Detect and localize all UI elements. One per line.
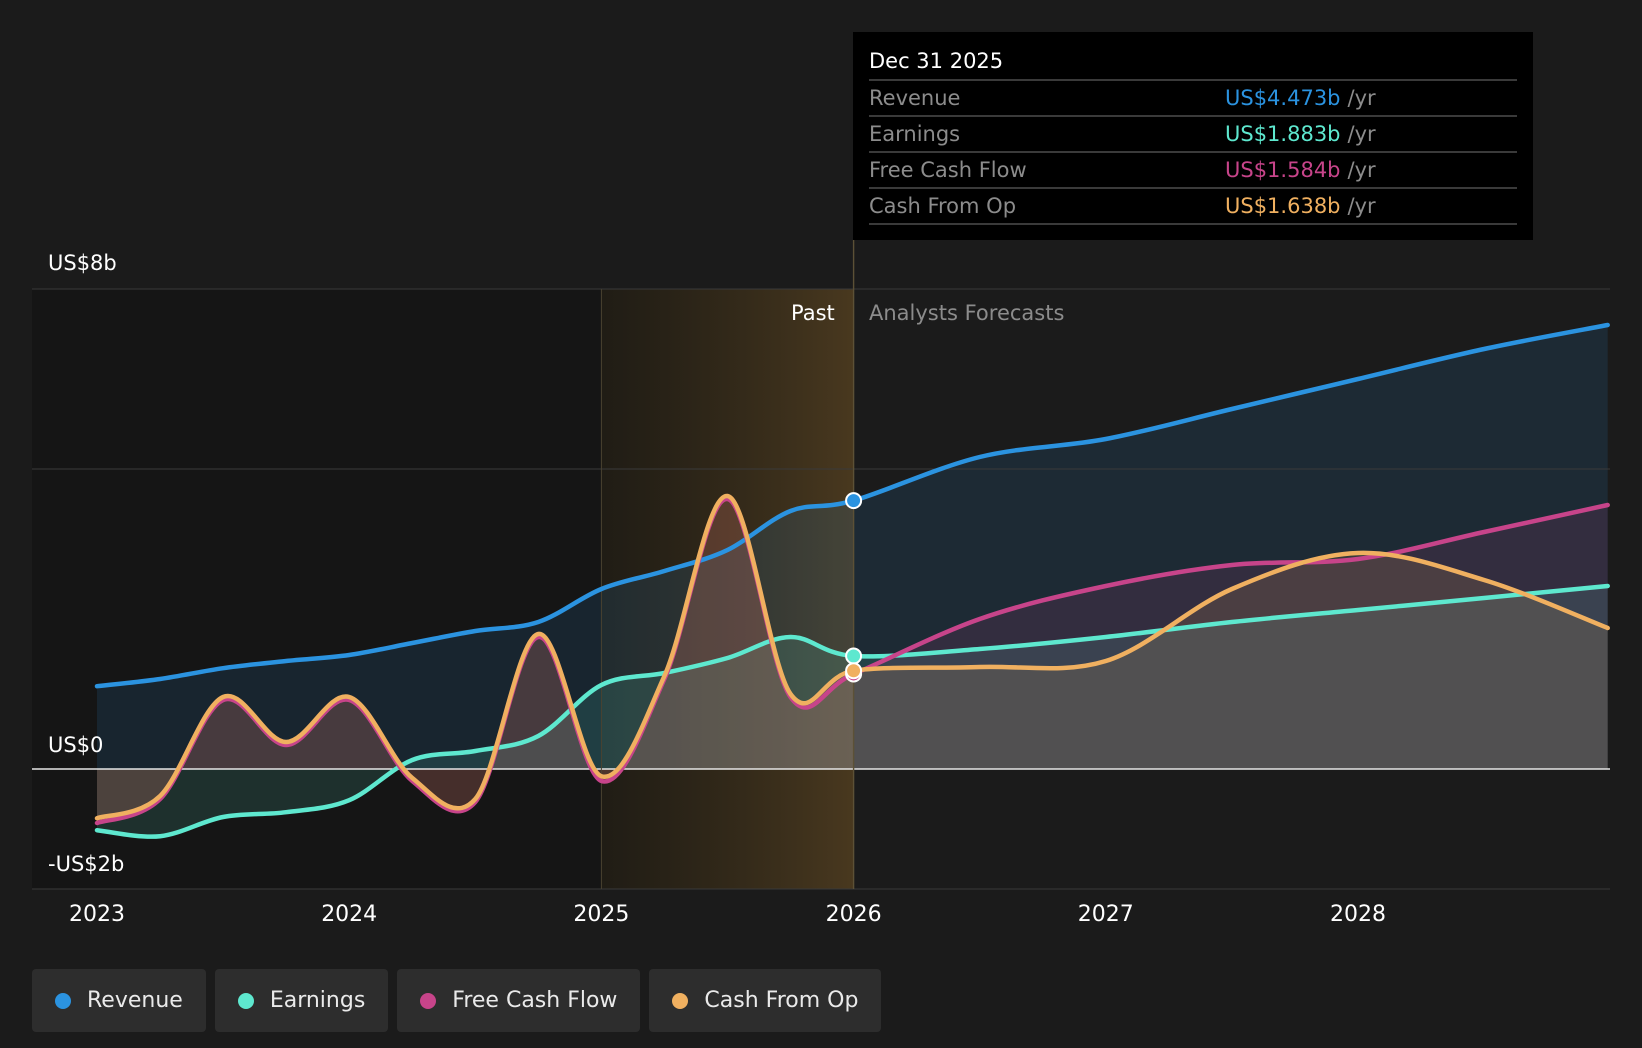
- highlight-region: [601, 289, 854, 889]
- series-area-revenue: [97, 325, 1608, 769]
- data-point-earnings: [845, 647, 863, 665]
- tooltip-row-cash-from-op: Cash From Op US$1.638b /yr: [869, 189, 1517, 225]
- legend-label: Free Cash Flow: [452, 988, 618, 1013]
- series-line-revenue: [94, 322, 1610, 689]
- tooltip-label: Revenue: [869, 86, 961, 110]
- tooltip-value: US$1.638b: [1225, 194, 1341, 218]
- tooltip-unit: /yr: [1347, 158, 1376, 182]
- chart-canvas: [32, 240, 1610, 890]
- tooltip-row-revenue: Revenue US$4.473b /yr: [869, 81, 1517, 117]
- legend-item-cash-from-op[interactable]: Cash From Op: [649, 969, 882, 1032]
- series-line-earnings: [94, 583, 1610, 839]
- tooltip-date: Dec 31 2025: [869, 44, 1517, 81]
- legend-dot-icon: [672, 992, 689, 1009]
- tooltip-label: Cash From Op: [869, 194, 1017, 218]
- legend-label: Earnings: [269, 988, 366, 1013]
- series-area-earnings: [97, 586, 1608, 837]
- x-tick-label: 2028: [1330, 902, 1386, 927]
- series-area-free-cash-flow: [97, 498, 1608, 823]
- legend-item-earnings[interactable]: Earnings: [214, 969, 389, 1032]
- legend-item-free-cash-flow[interactable]: Free Cash Flow: [397, 969, 641, 1032]
- legend-dot-icon: [55, 992, 71, 1009]
- x-tick-label: 2027: [1077, 902, 1134, 927]
- tooltip-label: Earnings: [869, 122, 961, 146]
- legend-label: Revenue: [87, 988, 183, 1013]
- legend-dot-icon: [420, 992, 437, 1009]
- tooltip-unit: /yr: [1347, 86, 1376, 110]
- tooltip-unit: /yr: [1347, 122, 1376, 146]
- series-line-cash-from-op: [94, 493, 1610, 821]
- tooltip-value: US$1.883b: [1225, 122, 1341, 146]
- series-area-cash-from-op: [97, 495, 1608, 819]
- legend: Revenue Earnings Free Cash Flow Cash Fro…: [32, 969, 882, 1032]
- forecast-label: Analysts Forecasts: [869, 301, 1065, 325]
- tooltip-label: Free Cash Flow: [869, 158, 1027, 182]
- legend-label: Cash From Op: [704, 988, 859, 1013]
- x-tick-label: 2025: [573, 902, 630, 927]
- y-tick-label: -US$2b: [48, 852, 125, 876]
- data-point-revenue: [845, 492, 863, 510]
- tooltip-unit: /yr: [1347, 194, 1376, 218]
- past-label: Past: [791, 301, 835, 325]
- x-tick-label: 2023: [69, 902, 125, 927]
- x-tick-label: 2024: [321, 902, 378, 927]
- tooltip: Dec 31 2025 Revenue US$4.473b /yr Earnin…: [853, 32, 1533, 240]
- tooltip-value: US$4.473b: [1225, 86, 1341, 110]
- y-tick-label: US$8b: [48, 251, 117, 275]
- y-tick-label: US$0: [48, 733, 104, 757]
- tooltip-value: US$1.584b: [1225, 158, 1341, 182]
- legend-dot-icon: [237, 992, 254, 1009]
- x-tick-label: 2026: [825, 902, 882, 927]
- tooltip-row-free-cash-flow: Free Cash Flow US$1.584b /yr: [869, 153, 1517, 189]
- legend-item-revenue[interactable]: Revenue: [32, 969, 206, 1032]
- tooltip-row-earnings: Earnings US$1.883b /yr: [869, 117, 1517, 153]
- data-point-cash-from-op: [845, 662, 863, 680]
